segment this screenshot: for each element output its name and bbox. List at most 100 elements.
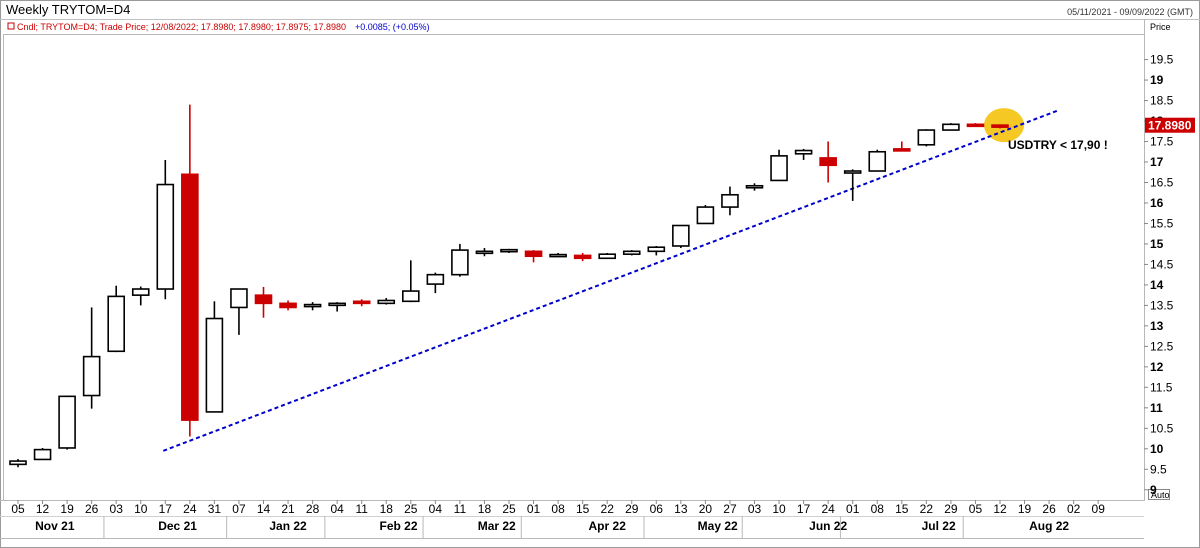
month-label: Dec 21 bbox=[158, 519, 197, 533]
month-label: Jul 22 bbox=[922, 519, 956, 533]
x-tick-label: 27 bbox=[723, 502, 737, 516]
plot-area bbox=[3, 34, 1145, 501]
candle bbox=[770, 149, 788, 182]
last-price-label: 17.8980 bbox=[1148, 119, 1192, 133]
auto-scale-button[interactable] bbox=[1148, 489, 1170, 500]
y-tick-label: 17 bbox=[1150, 155, 1164, 169]
candle bbox=[254, 286, 273, 318]
candle bbox=[966, 123, 985, 128]
y-tick-label: 19 bbox=[1150, 73, 1164, 87]
candle-body bbox=[819, 157, 837, 167]
y-tick-label: 16 bbox=[1150, 196, 1164, 210]
x-tick-label: 12 bbox=[993, 502, 1007, 516]
x-tick-label: 15 bbox=[895, 502, 909, 516]
x-tick-label: 19 bbox=[60, 502, 74, 516]
x-tick-label: 29 bbox=[944, 502, 958, 516]
candle-body bbox=[451, 249, 469, 276]
month-label: Jun 22 bbox=[809, 519, 847, 533]
y-tick-label: 10.5 bbox=[1150, 421, 1174, 435]
x-tick-label: 03 bbox=[110, 502, 124, 516]
candle-body bbox=[205, 317, 224, 413]
y-tick-label: 12 bbox=[1150, 360, 1164, 374]
candle-body bbox=[770, 155, 788, 182]
x-tick-label: 21 bbox=[281, 502, 295, 516]
candle-body bbox=[82, 355, 101, 397]
legend-swatch bbox=[7, 22, 15, 30]
candle bbox=[107, 285, 125, 353]
x-tick-label: 29 bbox=[625, 502, 639, 516]
x-tick-label: 22 bbox=[920, 502, 934, 516]
candle bbox=[82, 307, 101, 409]
x-tick-label: 24 bbox=[183, 502, 197, 516]
x-tick-label: 19 bbox=[1018, 502, 1032, 516]
candle bbox=[598, 252, 617, 260]
candle bbox=[524, 250, 543, 263]
y-tick-label: 17.5 bbox=[1150, 135, 1174, 149]
candle bbox=[9, 459, 27, 468]
candle bbox=[819, 141, 837, 183]
x-tick-label: 11 bbox=[355, 502, 368, 516]
y-tick-label: 14.5 bbox=[1150, 257, 1174, 271]
x-tick-label: 20 bbox=[699, 502, 713, 516]
candle bbox=[475, 248, 494, 257]
legend-series: Cndl; TRYTOM=D4; Trade Price; 12/08/2022… bbox=[17, 22, 346, 32]
candle-body bbox=[549, 253, 567, 258]
x-tick-label: 04 bbox=[330, 502, 344, 516]
x-tick-label: 18 bbox=[478, 502, 492, 516]
month-label: Feb 22 bbox=[380, 519, 418, 533]
candle bbox=[892, 141, 911, 152]
candle-body bbox=[868, 150, 887, 172]
x-tick-label: 15 bbox=[576, 502, 590, 516]
candle-body bbox=[254, 294, 273, 305]
x-tick-label: 05 bbox=[969, 502, 983, 516]
candle-body bbox=[647, 246, 666, 253]
x-tick-label: 17 bbox=[159, 502, 173, 516]
x-tick-label: 12 bbox=[36, 502, 50, 516]
candle bbox=[205, 301, 224, 413]
auto-scale-label: Auto bbox=[1151, 490, 1170, 500]
y-axis-ticks: 9 9.5 10 10.5 11 11.5 12 12.5 13 13.5 14 14.5 15 15.5… bbox=[1144, 53, 1174, 497]
candle bbox=[549, 252, 567, 258]
candle bbox=[721, 186, 739, 216]
candle-body bbox=[352, 300, 371, 305]
x-tick-label: 01 bbox=[527, 502, 541, 516]
month-label: Apr 22 bbox=[589, 519, 627, 533]
candle-body bbox=[622, 250, 641, 255]
candle-body bbox=[843, 170, 862, 174]
x-tick-label: 01 bbox=[846, 502, 860, 516]
candle bbox=[303, 302, 322, 311]
candle bbox=[426, 272, 445, 294]
x-tick-label: 04 bbox=[429, 502, 443, 516]
x-tick-label: 25 bbox=[502, 502, 516, 516]
x-tick-label: 07 bbox=[232, 502, 246, 516]
candle bbox=[794, 148, 813, 160]
candle bbox=[352, 299, 371, 307]
candle bbox=[647, 245, 666, 256]
x-tick-label: 24 bbox=[821, 502, 835, 516]
candle-body bbox=[598, 253, 617, 260]
candle bbox=[696, 205, 715, 225]
candle-body bbox=[377, 299, 396, 305]
candle-body bbox=[696, 206, 715, 225]
legend-change: +0.0085; (+0.05%) bbox=[355, 22, 430, 32]
y-tick-label: 16.5 bbox=[1150, 175, 1174, 189]
candle bbox=[573, 252, 592, 262]
candle bbox=[991, 124, 1009, 129]
candle-body bbox=[794, 149, 813, 155]
candlestick-series bbox=[9, 104, 1009, 468]
x-axis-ticks: 05 12 19 26 03 10 17 24 31 07 14 21 28 04 11 18 25 04 11 18… bbox=[11, 500, 1105, 516]
chart-title: Weekly TRYTOM=D4 bbox=[6, 2, 130, 17]
candle-body bbox=[279, 302, 297, 309]
month-label: Aug 22 bbox=[1029, 519, 1069, 533]
candle-body bbox=[672, 224, 690, 247]
candle-body bbox=[328, 302, 346, 307]
candle-body bbox=[573, 254, 592, 260]
trendline-layer bbox=[162, 109, 1058, 452]
x-tick-label: 06 bbox=[650, 502, 664, 516]
y-tick-label: 9.5 bbox=[1150, 462, 1167, 476]
x-tick-label: 11 bbox=[454, 502, 467, 516]
y-tick-label: 10 bbox=[1150, 442, 1164, 456]
x-tick-label: 18 bbox=[380, 502, 394, 516]
last-price-marker: 17.8980 bbox=[1145, 117, 1195, 133]
